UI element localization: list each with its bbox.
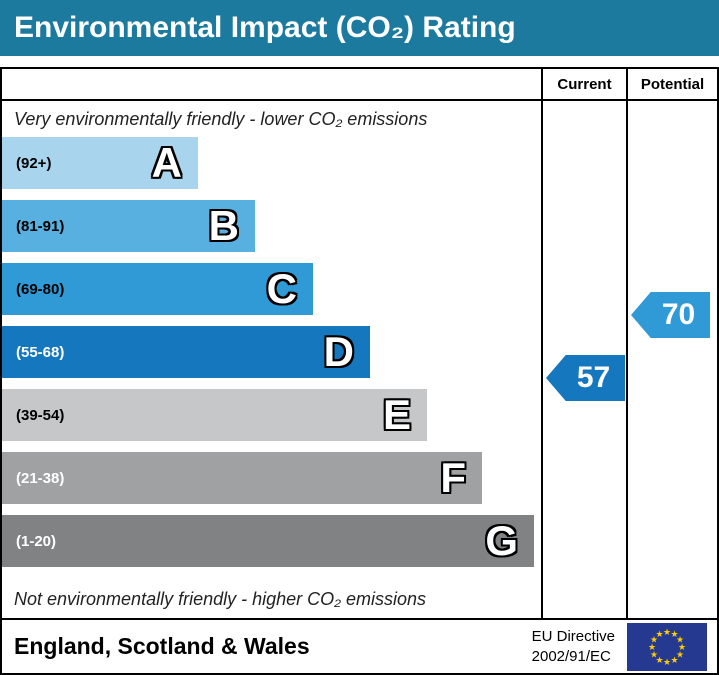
svg-text:★: ★ (650, 634, 658, 644)
band-letter: G (485, 517, 518, 564)
band-row-B: (81-91) B (2, 200, 255, 252)
title-bar: Environmental Impact (CO₂) Rating (0, 0, 719, 56)
band-range-label: (55-68) (16, 343, 65, 361)
svg-text:★: ★ (678, 642, 686, 652)
band-range-label: (69-80) (16, 280, 65, 298)
eu-directive-label: EU Directive 2002/91/EC (532, 627, 615, 666)
band-range-label: (21-38) (16, 469, 65, 487)
svg-text:★: ★ (670, 629, 678, 639)
band-range-label: (81-91) (16, 217, 65, 235)
band-range-label: (39-54) (16, 406, 65, 424)
band-range-label: (92+) (16, 154, 52, 172)
band-range-label: (1-20) (16, 532, 57, 550)
potential-column: 70 (628, 101, 717, 618)
eu-directive-line1: EU Directive (531, 628, 615, 645)
band-letter: A (151, 139, 182, 186)
current-column: 57 (543, 101, 628, 618)
bands-area: Very environmentally friendly - lower CO… (2, 101, 543, 618)
band-letter: D (323, 328, 354, 375)
svg-text:★: ★ (676, 634, 684, 644)
svg-text:★: ★ (655, 655, 663, 665)
eu-directive-line2: 2002/91/EC (531, 647, 611, 665)
band-letter: C (266, 265, 297, 312)
footer: England, Scotland & Wales EU Directive 2… (0, 620, 719, 675)
svg-text:★: ★ (655, 629, 663, 639)
band-row-F: (21-38) F (2, 452, 482, 504)
svg-text:★: ★ (648, 642, 656, 652)
potential-value: 70 (661, 298, 696, 331)
rating-chart: Current Potential Very environmentally f… (0, 67, 719, 620)
current-value: 57 (576, 361, 611, 394)
top-caption: Very environmentally friendly - lower CO… (14, 109, 428, 129)
band-letter: F (440, 454, 466, 501)
eu-flag-stars: ★ ★★★★★★★★★★★ (648, 627, 686, 667)
svg-text:★: ★ (663, 657, 671, 667)
eu-flag-field (627, 622, 707, 671)
band-row-E: (39-54) E (2, 389, 427, 441)
band-row-A: (92+) A (2, 137, 198, 189)
page-title: Environmental Impact (CO₂) Rating (14, 11, 516, 44)
bottom-caption: Not environmentally friendly - higher CO… (14, 589, 427, 609)
svg-text:★: ★ (650, 649, 658, 659)
band-row-C: (69-80) C (2, 263, 313, 315)
band-letter: B (208, 202, 239, 249)
band-row-D: (55-68) D (2, 326, 370, 378)
svg-text:★: ★ (676, 649, 684, 659)
current-pointer: 57 (546, 355, 625, 401)
potential-pointer: 70 (631, 292, 710, 338)
current-column-header: Current (543, 69, 628, 101)
region-label: England, Scotland & Wales (14, 633, 310, 659)
band-letter: E (382, 391, 411, 438)
svg-text:★: ★ (670, 655, 678, 665)
potential-column-header: Potential (628, 69, 717, 101)
band-row-G: (1-20) G (2, 515, 534, 567)
svg-text:★: ★ (663, 627, 671, 637)
eu-flag-icon: ★ ★★★★★★★★★★★ (627, 622, 707, 671)
chart-header-spacer (2, 69, 543, 101)
bands: (92+) A (81-91) B (69-80) C (55-68) D (3… (2, 137, 541, 578)
